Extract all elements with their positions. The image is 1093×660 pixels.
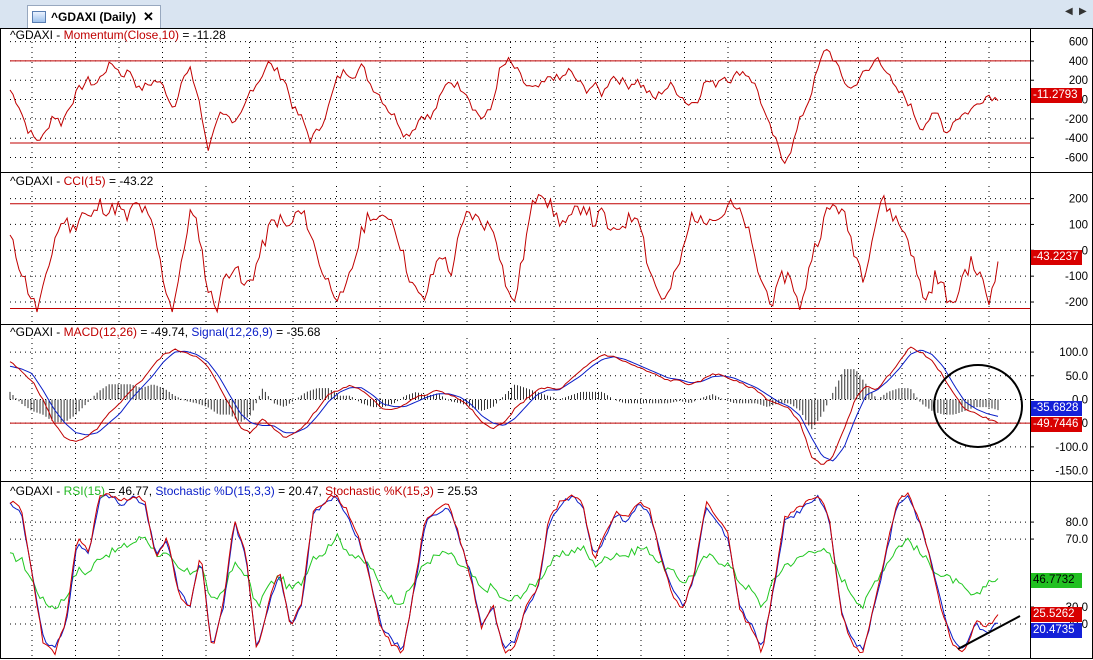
signal-series-line <box>9 349 999 462</box>
rsi-last-value-tag: 46.7732 <box>1031 573 1082 588</box>
tab-gdaxi-daily[interactable]: ^GDAXI (Daily) ✕ <box>27 5 161 28</box>
momentum-series-line <box>9 48 999 165</box>
macd-title: ^GDAXI - MACD(12,26) = -49.74, Signal(12… <box>10 325 321 339</box>
cci-last-value-tag: -43.2237 <box>1031 250 1082 265</box>
rsi-tick-label: 80.0 <box>1066 517 1088 529</box>
cci-series-line <box>9 193 999 314</box>
stoch-d-last-value-tag: 20.4735 <box>1031 623 1082 638</box>
rsi-tick-label: 70.0 <box>1066 534 1088 546</box>
stoch-k-last-value-tag: 25.5262 <box>1031 607 1082 622</box>
momentum-tick-label: 200 <box>1069 75 1088 87</box>
macd-tick-label: -150.0 <box>1055 466 1088 478</box>
macd-tick-label: 50.0 <box>1066 371 1088 383</box>
macd-pane[interactable]: 100.050.00.0-50.0-100.0-150.0 <box>0 324 1093 482</box>
tab-bar: ^GDAXI (Daily) ✕ ◀ ▶ <box>0 0 1093 29</box>
momentum-tick-label: -600 <box>1065 153 1088 165</box>
cci-pane[interactable]: 200 100 0 -100 -200 <box>0 172 1093 325</box>
cci-tick-label: -200 <box>1065 297 1088 309</box>
scroll-left-icon[interactable]: ◀ <box>1065 6 1073 17</box>
cci-tick-label: 200 <box>1069 194 1088 206</box>
momentum-tick-label: 0 <box>1082 95 1088 107</box>
chart-window-icon <box>32 11 46 23</box>
tab-label: ^GDAXI (Daily) <box>51 10 137 24</box>
cci-tick-label: 100 <box>1069 219 1088 231</box>
macd-tick-label: 100.0 <box>1059 347 1088 359</box>
momentum-tick-label: 400 <box>1069 56 1088 68</box>
macd-series-line <box>9 346 999 465</box>
stoch-k-series-line <box>9 491 999 656</box>
annotation-ellipse <box>933 364 1023 448</box>
cci-tick-label: 0 <box>1082 245 1088 257</box>
scroll-right-icon[interactable]: ▶ <box>1079 6 1087 17</box>
momentum-tick-label: -400 <box>1065 133 1088 145</box>
cci-title: ^GDAXI - CCI(15) = -43.22 <box>10 174 154 188</box>
momentum-tick-label: 600 <box>1069 37 1088 49</box>
signal-last-value-tag: -35.6828 <box>1031 401 1082 416</box>
momentum-pane[interactable]: 600 400 200 0 -200 -400 -600 <box>0 28 1093 173</box>
momentum-title: ^GDAXI - Momentum(Close,10) = -11.28 <box>10 28 226 42</box>
chart-area[interactable]: 600 400 200 0 -200 -400 -600 200 100 0 -100 -200 1… <box>0 28 1093 660</box>
annotation-trendline <box>957 615 1021 650</box>
rsi-title: ^GDAXI - RSI(15) = 46.77, Stochastic %D(… <box>10 484 478 498</box>
momentum-last-value-tag: -11.2793 <box>1031 88 1082 103</box>
cci-tick-label: -100 <box>1065 271 1088 283</box>
macd-last-value-tag: -49.7446 <box>1031 417 1082 432</box>
momentum-tick-label: -200 <box>1065 114 1088 126</box>
close-icon[interactable]: ✕ <box>143 9 154 24</box>
rsi-series-line <box>9 532 999 610</box>
macd-tick-label: -100.0 <box>1055 442 1088 454</box>
